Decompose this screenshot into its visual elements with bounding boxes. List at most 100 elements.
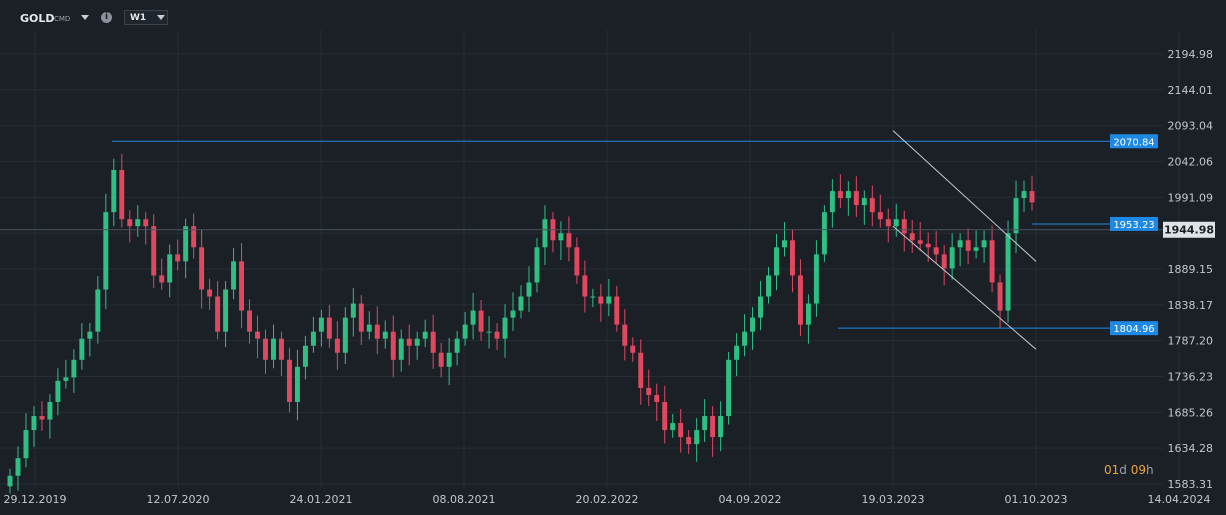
- timeframe-label: W1: [130, 13, 147, 23]
- candle-body: [638, 352, 644, 388]
- candle-body: [167, 254, 173, 283]
- channel-line-1: [892, 225, 1037, 350]
- candle-95: [766, 266, 771, 304]
- level-label-2: 1804.96: [1113, 324, 1154, 335]
- candle-112: [901, 210, 907, 252]
- candle-body: [670, 423, 676, 431]
- candle-body: [901, 219, 907, 234]
- candle-24: [199, 229, 205, 309]
- candle-38: [310, 316, 316, 353]
- candle-body: [662, 401, 668, 431]
- candle-87: [702, 399, 708, 443]
- candle-114: [917, 222, 923, 251]
- candle-body: [694, 430, 700, 445]
- candle-body: [71, 359, 77, 378]
- candle-10: [87, 323, 93, 357]
- y-tick-label: 1838.17: [1168, 299, 1214, 312]
- candle-69: [558, 221, 564, 260]
- y-tick-label: 1991.09: [1168, 191, 1214, 204]
- candle-body: [797, 275, 803, 325]
- candle-body: [598, 296, 604, 304]
- candle-body: [127, 219, 133, 227]
- candle-5: [47, 394, 53, 439]
- timeframe-select[interactable]: W1: [124, 10, 168, 25]
- symbol-name[interactable]: GOLD: [20, 12, 55, 25]
- candle-body: [750, 317, 756, 332]
- info-icon[interactable]: i: [101, 12, 112, 23]
- candle-body: [933, 247, 939, 255]
- x-tick-label: 20.02.2022: [576, 493, 639, 506]
- candle-body: [119, 169, 125, 220]
- candles: [7, 153, 1035, 494]
- candle-106: [853, 176, 859, 218]
- candle-body: [63, 377, 69, 381]
- candle-body: [95, 289, 101, 332]
- candle-39: [318, 309, 324, 347]
- candle-105: [845, 181, 851, 216]
- symbol-category: CMD: [54, 15, 71, 23]
- candle-body: [1021, 191, 1027, 199]
- candle-body: [175, 254, 181, 262]
- candle-body: [454, 338, 460, 353]
- x-tick-label: 04.09.2022: [719, 493, 782, 506]
- candle-29: [239, 243, 245, 329]
- candle-body: [630, 345, 636, 353]
- candle-body: [718, 416, 724, 438]
- candle-75: [606, 278, 612, 317]
- candle-119: [957, 233, 963, 267]
- candle-body: [414, 338, 420, 346]
- candle-body: [758, 296, 764, 318]
- candle-body: [686, 437, 692, 445]
- candle-body: [789, 240, 795, 276]
- candle-body: [223, 289, 229, 332]
- candle-94: [758, 281, 764, 331]
- candle-body: [470, 310, 476, 325]
- level-label-bg-2: [1110, 321, 1158, 336]
- candle-countdown: 01d 09h: [1104, 463, 1154, 477]
- candle-7: [63, 359, 69, 389]
- candle-body: [742, 331, 748, 346]
- y-tick-label: 1583.31: [1168, 478, 1214, 491]
- candle-17: [143, 212, 149, 245]
- candle-body: [55, 380, 61, 402]
- candle-126: [1013, 180, 1019, 253]
- candle-9: [79, 323, 85, 370]
- candle-21: [175, 239, 181, 271]
- candle-108: [869, 185, 875, 227]
- candle-body: [534, 247, 540, 283]
- channel-line-0: [892, 130, 1037, 262]
- candle-body: [997, 282, 1003, 311]
- candle-30: [247, 299, 253, 344]
- level-label-1: 1953.23: [1113, 220, 1154, 231]
- candle-body: [310, 331, 316, 346]
- candle-body: [31, 416, 37, 431]
- y-tick-label: 2042.06: [1168, 156, 1214, 169]
- candle-77: [622, 309, 628, 361]
- candle-body: [462, 324, 468, 339]
- candle-2: [23, 413, 29, 468]
- chevron-down-icon: [157, 15, 165, 20]
- candle-26: [215, 281, 221, 340]
- candle-20: [167, 244, 173, 298]
- candle-body: [981, 240, 987, 248]
- countdown-days-unit: d: [1119, 463, 1127, 477]
- candle-body: [805, 303, 811, 325]
- candle-body: [702, 416, 708, 431]
- candle-body: [183, 226, 189, 262]
- candle-body: [406, 338, 412, 346]
- candle-body: [654, 394, 660, 402]
- candle-59: [478, 300, 484, 341]
- x-tick-label: 19.03.2023: [862, 493, 925, 506]
- candle-102: [821, 205, 827, 263]
- candle-body: [949, 247, 955, 269]
- candle-body: [542, 219, 548, 248]
- symbol-dropdown-icon[interactable]: [81, 15, 89, 20]
- candle-57: [462, 311, 468, 346]
- candle-6: [55, 368, 61, 416]
- candle-40: [326, 304, 332, 348]
- candle-66: [534, 238, 540, 293]
- candle-60: [486, 316, 492, 349]
- candle-22: [183, 218, 189, 279]
- candle-103: [829, 179, 835, 228]
